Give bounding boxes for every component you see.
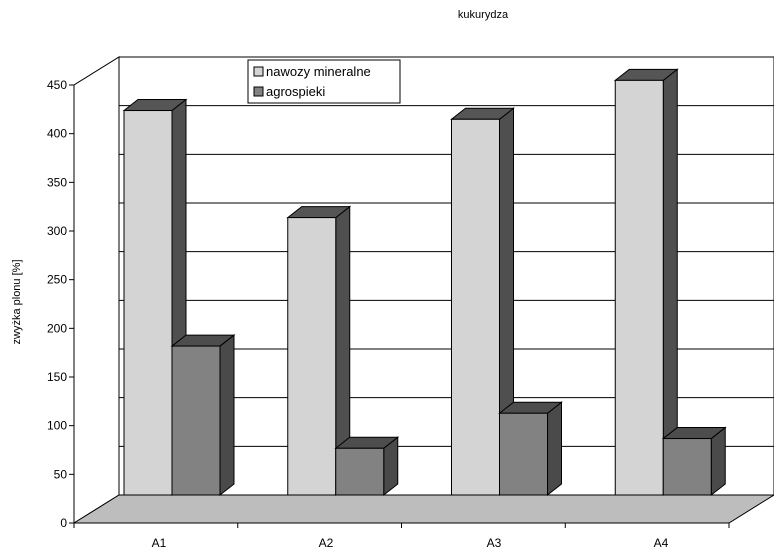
bar-side <box>547 401 562 497</box>
y-tick-label: 100 <box>47 419 67 433</box>
y-tick-label: 50 <box>54 467 68 481</box>
legend-label-agrospieki: agrospieki <box>266 84 325 99</box>
bar-a2-nawozy-mineralne <box>286 205 352 497</box>
y-tick-label: 250 <box>47 273 67 287</box>
bar-a3-nawozy-mineralne <box>450 107 515 497</box>
floor <box>72 494 774 524</box>
bar-a1-agrospieki <box>170 334 236 497</box>
bar-a2-agrospieki <box>334 436 400 497</box>
bar-front <box>662 438 712 496</box>
legend-swatch-agrospieki <box>253 86 264 97</box>
y-tick-label: 400 <box>47 127 67 141</box>
y-axis-title: zwyżka plonu [%] <box>11 260 23 345</box>
bar-side <box>219 334 235 497</box>
bars <box>122 68 727 497</box>
y-tick-label: 300 <box>47 224 67 238</box>
bar-front <box>614 79 664 496</box>
category-label-a1: A1 <box>152 536 167 550</box>
bar-a4-agrospieki <box>661 426 727 497</box>
legend-box <box>247 59 401 104</box>
side-wall <box>73 56 120 524</box>
chart-title: kukurydza <box>458 9 509 21</box>
x-ticks <box>73 523 730 528</box>
y-tick-label: 200 <box>47 321 67 335</box>
bar-front <box>451 118 500 496</box>
legend-swatch-nawozy-mineralne <box>253 66 264 77</box>
legend-label-nawozy-mineralne: nawozy mineralne <box>266 64 371 79</box>
x-axis: A1 A2 A3 A4 <box>73 522 730 550</box>
bar-a4-nawozy-mineralne <box>613 68 679 497</box>
y-axis: 0 50 100 150 200 250 300 350 400 450 zwyżka plonu… <box>11 78 75 530</box>
bar-side <box>710 426 726 497</box>
bar-front <box>171 345 221 496</box>
y-tick-label: 450 <box>47 78 67 92</box>
bar-front <box>287 217 337 496</box>
category-label-a2: A2 <box>319 536 334 550</box>
bar-a3-agrospieki <box>498 401 563 497</box>
category-label-a3: A3 <box>487 536 502 550</box>
y-ticks: 0 50 100 150 200 250 300 350 400 450 <box>47 78 74 530</box>
y-tick-label: 0 <box>60 516 67 530</box>
category-label-a4: A4 <box>654 536 669 550</box>
y-tick-label: 150 <box>47 370 67 384</box>
bar-front <box>499 412 548 496</box>
legend: nawozy mineralne agrospieki <box>247 59 401 104</box>
bar-front <box>123 110 173 496</box>
y-tick-label: 350 <box>47 175 67 189</box>
plot-area <box>72 56 774 524</box>
bar-front <box>335 447 385 496</box>
